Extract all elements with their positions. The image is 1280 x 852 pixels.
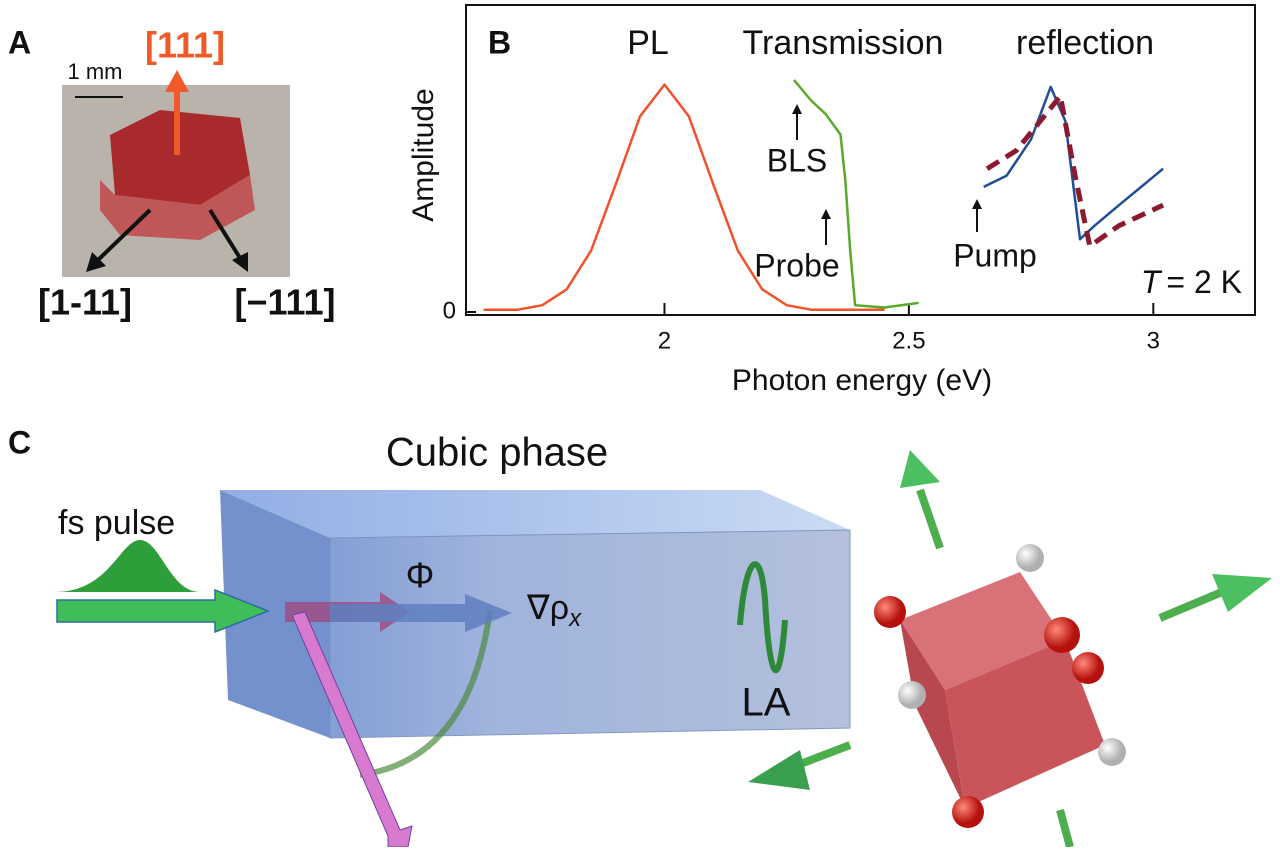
cube-top bbox=[900, 572, 1065, 690]
pulse-arrow bbox=[56, 588, 271, 634]
motion-arrow bbox=[1056, 808, 1074, 849]
y-axis-label: Amplitude bbox=[407, 88, 440, 221]
motion-arrow bbox=[1158, 588, 1224, 622]
arrow bbox=[208, 208, 242, 260]
gradient-symbol: ∇ρ bbox=[526, 589, 569, 627]
data-line bbox=[793, 79, 919, 309]
x-axis-label: Photon energy (eV) bbox=[732, 364, 992, 397]
pointer-head bbox=[821, 209, 831, 219]
pulse-shape bbox=[55, 540, 200, 592]
curve-label: reflection bbox=[1016, 24, 1154, 62]
panel-a: A 1 mm [111] [1-11] [−111] bbox=[8, 24, 336, 322]
pulse-label: fs pulse bbox=[58, 504, 175, 542]
data-line bbox=[483, 83, 885, 311]
box-side bbox=[220, 490, 330, 738]
atom bbox=[952, 796, 984, 828]
arrow bbox=[96, 208, 152, 262]
direction-label: [111] bbox=[145, 25, 225, 66]
panel-c: C Cubic phase fs pulse Φ ∇ρx LA bbox=[8, 424, 1272, 849]
motion-arrow bbox=[916, 488, 944, 550]
gradient-subscript: x bbox=[568, 605, 582, 632]
motion-arrowhead bbox=[900, 450, 940, 488]
plot-frame bbox=[465, 4, 1256, 316]
rotation-arc bbox=[359, 609, 493, 778]
panel-label: C bbox=[8, 424, 31, 460]
panel-label: A bbox=[8, 24, 31, 60]
mode-label: LA bbox=[742, 681, 791, 725]
atom bbox=[1098, 738, 1126, 766]
curve-label: Transmission bbox=[743, 24, 944, 62]
la-wave bbox=[737, 561, 788, 673]
panel-b: B Amplitude Photon energy (eV) PL Transm… bbox=[407, 4, 1256, 397]
direction-label: [1-11] bbox=[38, 282, 132, 323]
cube-left bbox=[900, 620, 965, 808]
direction-label: [−111] bbox=[234, 282, 335, 323]
arrowhead bbox=[232, 252, 248, 272]
atom bbox=[1044, 617, 1080, 653]
pointer-head bbox=[972, 199, 982, 209]
x-tick-label: 2.5 bbox=[892, 327, 925, 354]
data-line bbox=[985, 93, 1165, 249]
temperature: T = 2 K bbox=[1141, 264, 1242, 300]
phi-label: Φ bbox=[406, 555, 435, 596]
annotation: Pump bbox=[953, 237, 1037, 273]
annotation: BLS bbox=[767, 142, 827, 178]
motion-arrowhead bbox=[1212, 574, 1272, 612]
arrowhead bbox=[86, 252, 106, 272]
x-tick-label: 2 bbox=[658, 327, 671, 354]
gradient-label: ∇ρx bbox=[526, 589, 582, 632]
y-tick-label: 0 bbox=[443, 297, 456, 324]
panel-label: B bbox=[488, 24, 511, 60]
atom bbox=[1072, 652, 1104, 684]
panel-title: Cubic phase bbox=[386, 431, 608, 475]
cube-front bbox=[945, 640, 1105, 808]
atom bbox=[898, 681, 926, 709]
temperature-symbol: T bbox=[1141, 264, 1163, 300]
crystal bbox=[110, 110, 250, 205]
scale-label: 1 mm bbox=[68, 59, 123, 84]
box-top bbox=[220, 490, 850, 538]
curve-label: PL bbox=[627, 24, 669, 62]
motion-arrowhead bbox=[748, 750, 810, 790]
temperature-value: = 2 K bbox=[1166, 264, 1242, 300]
atom bbox=[874, 596, 906, 628]
x-tick-label: 3 bbox=[1147, 327, 1160, 354]
atom bbox=[1016, 544, 1044, 572]
reflected-arrow bbox=[291, 611, 413, 848]
arrowhead bbox=[165, 70, 189, 92]
annotation: Probe bbox=[754, 247, 839, 283]
data-line bbox=[983, 85, 1164, 241]
pointer-head bbox=[792, 104, 802, 114]
gradient-arrow bbox=[330, 594, 512, 632]
